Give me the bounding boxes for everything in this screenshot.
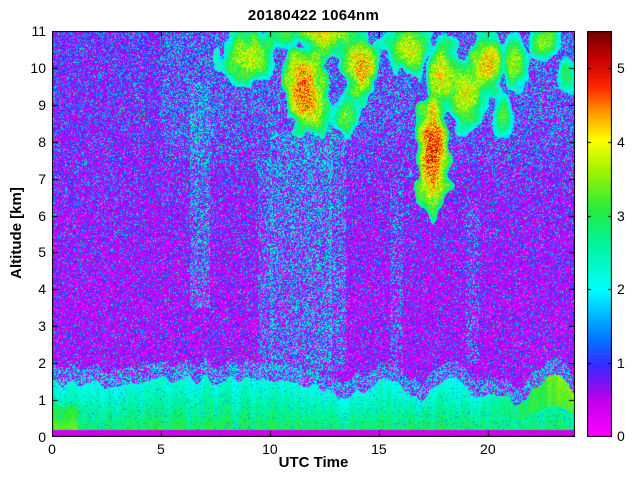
y-tick-label: 5 (38, 244, 46, 261)
x-tick-label: 0 (48, 441, 56, 457)
y-tick-label: 0 (38, 429, 46, 445)
heatmap-canvas (52, 31, 575, 437)
colorbar-tick-label: 1 (617, 355, 625, 372)
colorbar-tick-label: 3 (617, 207, 625, 224)
y-tick-label: 7 (38, 170, 46, 187)
colorbar (587, 31, 612, 437)
colorbar-tick-label: 0 (617, 428, 625, 444)
y-tick-label: 4 (38, 281, 46, 298)
x-tick-label: 15 (371, 441, 387, 457)
y-axis-label: Altitude [km] (8, 187, 25, 279)
x-axis-label: UTC Time (278, 454, 349, 471)
y-tick-label: 1 (38, 392, 46, 409)
chart-title: 20180422 1064nm (247, 7, 380, 24)
x-tick-label: 20 (480, 441, 496, 457)
colorbar-tick-label: 2 (617, 281, 625, 298)
colorbar-tick-label: 5 (617, 59, 625, 76)
y-tick-label: 2 (38, 355, 46, 372)
y-tick-label: 11 (31, 23, 46, 39)
y-tick-label: 10 (30, 59, 46, 76)
y-tick-label: 6 (38, 207, 46, 224)
y-tick-label: 3 (38, 318, 46, 335)
y-tick-label: 8 (38, 133, 46, 150)
y-tick-label: 9 (38, 96, 46, 113)
x-tick-label: 5 (157, 441, 165, 457)
colorbar-tick-label: 4 (617, 133, 625, 150)
x-tick-label: 10 (262, 441, 278, 457)
